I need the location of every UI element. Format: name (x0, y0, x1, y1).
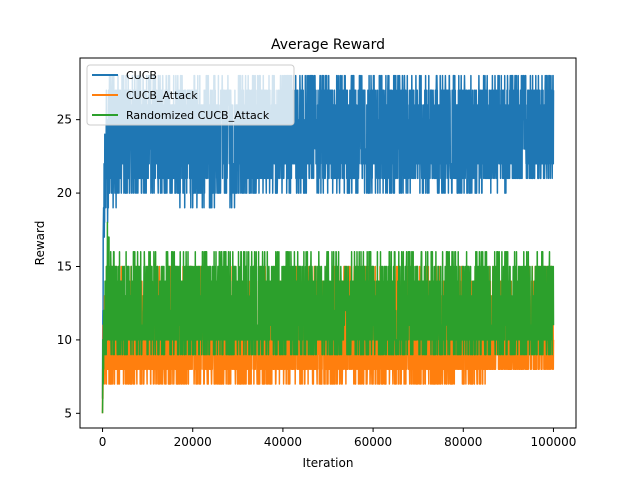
series-line-1 (101, 74, 555, 399)
legend-label: CUCB_Attack (126, 89, 198, 102)
y-tick-label: 25 (57, 113, 72, 127)
legend-box (86, 64, 295, 126)
x-tick-label: 0 (99, 435, 107, 449)
chart-title: Average Reward (271, 37, 385, 53)
x-tick-label: 60000 (354, 435, 392, 449)
y-tick-label: 5 (64, 406, 72, 420)
y-axis: 5 10 15 20 25 (57, 113, 80, 420)
legend-label: CUCB (126, 69, 157, 82)
y-tick-label: 15 (57, 259, 72, 273)
y-tick-label: 20 (57, 186, 72, 200)
x-axis-label: Iteration (303, 456, 354, 470)
x-tick-label: 20000 (174, 435, 212, 449)
y-tick-label: 10 (57, 333, 72, 347)
legend: CUCB CUCB_Attack Randomized CUCB_Attack (86, 64, 295, 126)
x-tick-label: 100000 (531, 435, 577, 449)
x-tick-label: 40000 (264, 435, 302, 449)
plot-frame (79, 57, 577, 429)
x-axis: 0 20000 40000 60000 80000 100000 (99, 428, 577, 449)
series-layer (101, 74, 555, 414)
legend-label: Randomized CUCB_Attack (126, 109, 270, 122)
y-axis-label: Reward (33, 221, 47, 266)
series-line-3 (101, 221, 555, 414)
x-tick-label: 80000 (444, 435, 482, 449)
